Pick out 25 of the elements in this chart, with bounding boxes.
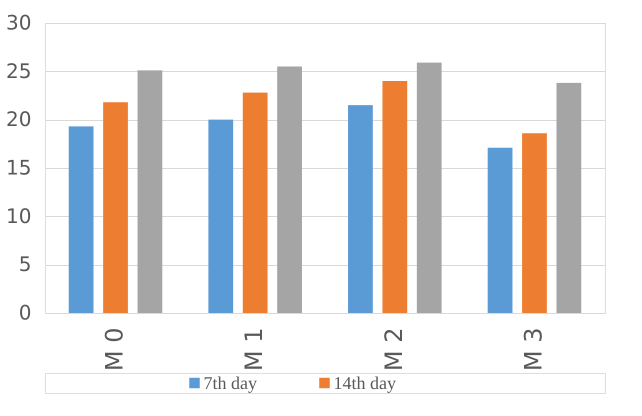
y-tick-label: 20: [6, 107, 32, 132]
bar: [208, 120, 234, 313]
x-tick-label: M 0: [100, 328, 129, 372]
y-tick-label: 30: [6, 10, 32, 34]
x-tick-label: M 1: [240, 328, 268, 372]
y-tick-label: 0: [18, 300, 32, 324]
y-tick-label: 5: [18, 252, 32, 276]
bar: [277, 66, 302, 313]
bar: [138, 70, 162, 313]
bar: [68, 126, 94, 313]
legend-label: 14th day: [334, 373, 396, 393]
bar: [382, 81, 408, 313]
bar: [556, 82, 582, 313]
legend-label: 7th day: [204, 373, 257, 393]
bar: [348, 105, 373, 313]
bar: [416, 62, 442, 313]
x-tick-label: M 3: [519, 328, 548, 372]
bar: [522, 133, 547, 313]
y-tick-label: 15: [6, 156, 32, 180]
bar: [488, 148, 512, 313]
y-tick-label: 25: [6, 58, 32, 83]
y-tick-label: 10: [6, 204, 32, 228]
bar: [103, 102, 128, 313]
x-tick-label: M 2: [380, 328, 408, 372]
bar: [242, 92, 268, 313]
